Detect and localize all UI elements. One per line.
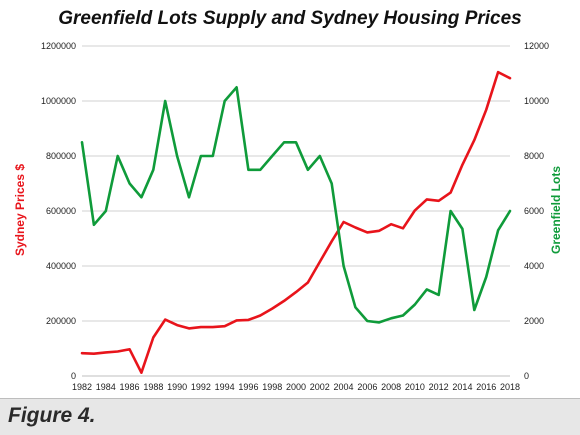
y-right-tick-label: 6000 [524, 206, 544, 216]
x-tick-label: 1984 [96, 382, 116, 392]
y-right-tick-label: 12000 [524, 41, 549, 51]
y-left-tick-label: 800000 [46, 151, 76, 161]
x-tick-label: 2010 [405, 382, 425, 392]
y-right-tick-label: 0 [524, 371, 529, 381]
chart-title: Greenfield Lots Supply and Sydney Housin… [58, 8, 522, 29]
right-axis-title: Greenfield Lots [549, 166, 563, 254]
figure-caption: Figure 4. [8, 404, 96, 427]
y-left-tick-label: 600000 [46, 206, 76, 216]
y-right-tick-label: 8000 [524, 151, 544, 161]
x-tick-label: 1986 [120, 382, 140, 392]
y-left-tick-label: 0 [71, 371, 76, 381]
x-tick-label: 1992 [191, 382, 211, 392]
x-tick-label: 2004 [334, 382, 354, 392]
x-tick-label: 1988 [143, 382, 163, 392]
gridlines [82, 45, 510, 377]
left-axis-title: Sydney Prices $ [13, 164, 27, 256]
chart-panel: Greenfield Lots Supply and Sydney Housin… [0, 0, 580, 399]
y-left-tick-label: 1200000 [41, 41, 76, 51]
x-tick-label: 2008 [381, 382, 401, 392]
y-right-tick-label: 2000 [524, 316, 544, 326]
x-tick-label: 2014 [452, 382, 472, 392]
series-layer [80, 70, 512, 375]
x-tick-label: 2012 [429, 382, 449, 392]
x-tick-label: 2000 [286, 382, 306, 392]
x-tick-label: 1990 [167, 382, 187, 392]
y-left-tick-label: 1000000 [41, 96, 76, 106]
y-left-tick-label: 400000 [46, 261, 76, 271]
series-line-greenfield-lots [80, 86, 512, 324]
x-tick-label: 2006 [357, 382, 377, 392]
chart: Greenfield Lots Supply and Sydney Housin… [13, 8, 563, 392]
axes: 0 200000 400000 600000 800000 1000000 1200000 0… [41, 41, 549, 392]
x-tick-label: 1996 [238, 382, 258, 392]
x-tick-label: 2018 [500, 382, 520, 392]
x-tick-label: 1982 [72, 382, 92, 392]
y-right-tick-label: 10000 [524, 96, 549, 106]
x-tick-label: 1994 [215, 382, 235, 392]
x-tick-label: 2016 [476, 382, 496, 392]
y-right-tick-label: 4000 [524, 261, 544, 271]
series-line-sydney-prices [80, 70, 512, 375]
x-tick-label: 1998 [262, 382, 282, 392]
y-left-tick-label: 200000 [46, 316, 76, 326]
x-tick-label: 2002 [310, 382, 330, 392]
